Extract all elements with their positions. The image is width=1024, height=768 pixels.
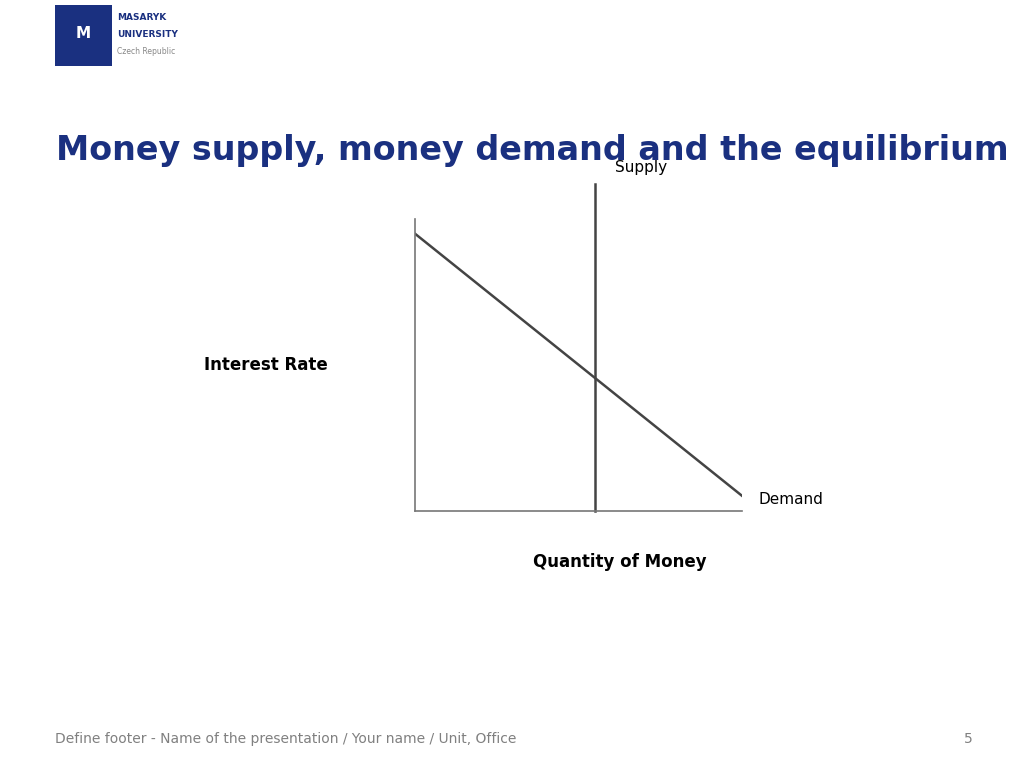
Text: M: M (76, 25, 91, 41)
Text: Interest Rate: Interest Rate (204, 356, 328, 374)
Text: Supply: Supply (614, 160, 667, 175)
Text: Demand: Demand (759, 492, 823, 507)
Text: Define footer - Name of the presentation / Your name / Unit, Office: Define footer - Name of the presentation… (55, 733, 517, 746)
FancyBboxPatch shape (55, 5, 112, 66)
Text: UNIVERSITY: UNIVERSITY (117, 30, 177, 39)
Text: 5: 5 (964, 733, 973, 746)
Text: MASARYK: MASARYK (117, 13, 166, 22)
Text: Czech Republic: Czech Republic (117, 48, 175, 56)
Text: Money supply, money demand and the equilibrium: Money supply, money demand and the equil… (56, 134, 1009, 167)
Text: Quantity of Money: Quantity of Money (532, 553, 707, 571)
